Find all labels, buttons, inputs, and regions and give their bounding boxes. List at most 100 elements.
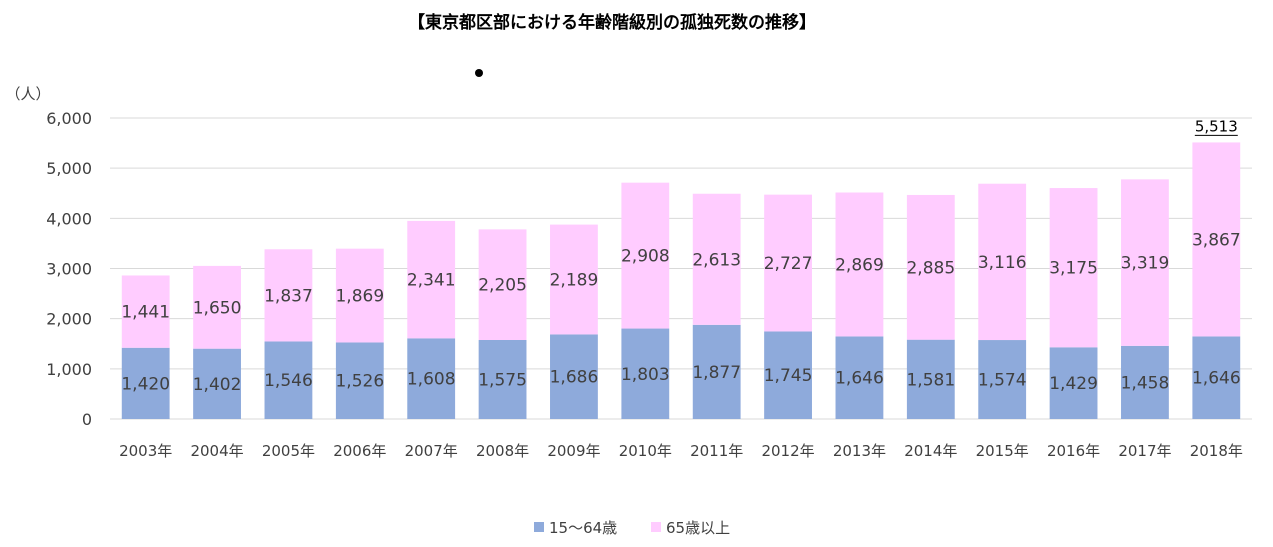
data-label-15-64: 1,546 bbox=[264, 371, 313, 391]
data-label-65-plus: 1,650 bbox=[193, 298, 242, 318]
legend-item-15-64: 15～64歳 bbox=[534, 519, 617, 537]
legend-swatch bbox=[651, 522, 661, 532]
data-label-65-plus: 2,341 bbox=[407, 271, 456, 291]
bar-segment-15-64 bbox=[478, 339, 527, 419]
x-category-label: 2015年 bbox=[976, 442, 1029, 460]
x-category-label: 2004年 bbox=[190, 442, 243, 460]
data-label-65-plus: 2,727 bbox=[764, 254, 813, 274]
bar-segment-15-64 bbox=[906, 339, 955, 419]
y-axis-label: （人） bbox=[5, 85, 50, 103]
bar-segment-65-plus bbox=[1192, 142, 1241, 337]
x-category-label: 2008年 bbox=[476, 442, 529, 460]
legend-item-65-plus: 65歳以上 bbox=[651, 519, 730, 537]
bar-segment-65-plus bbox=[835, 192, 884, 337]
x-category-label: 2010年 bbox=[619, 442, 672, 460]
bar-segment-15-64 bbox=[1192, 336, 1241, 419]
bar-segment-15-64 bbox=[764, 331, 812, 419]
data-label-15-64: 1,581 bbox=[906, 370, 955, 390]
bar-segment-15-64 bbox=[1121, 345, 1169, 419]
bar-segment-15-64 bbox=[1049, 347, 1098, 419]
data-label-65-plus: 2,189 bbox=[550, 271, 599, 291]
bar-segment-65-plus bbox=[335, 248, 384, 343]
bar-segment-65-plus bbox=[1049, 188, 1098, 348]
bullet-dot bbox=[475, 69, 483, 77]
data-label-15-64: 1,420 bbox=[121, 374, 170, 394]
data-label-15-64: 1,575 bbox=[478, 370, 527, 390]
bar-segment-15-64 bbox=[621, 328, 670, 419]
bar-segment-65-plus bbox=[264, 249, 313, 342]
data-label-65-plus: 2,869 bbox=[835, 255, 884, 275]
bar-segment-15-64 bbox=[335, 342, 384, 419]
legend-label: 15～64歳 bbox=[549, 519, 617, 537]
x-category-label: 2007年 bbox=[405, 442, 458, 460]
bar-segment-15-64 bbox=[407, 338, 456, 419]
bar-segment-65-plus bbox=[550, 224, 598, 335]
data-label-15-64: 1,402 bbox=[193, 375, 242, 395]
x-category-label: 2018年 bbox=[1190, 442, 1243, 460]
data-label-65-plus: 2,205 bbox=[478, 276, 527, 296]
y-tick-label: 0 bbox=[82, 410, 92, 429]
y-tick-label: 2,000 bbox=[46, 310, 92, 329]
chart-title: 【東京都区部における年齢階級別の孤独死数の推移】 bbox=[408, 12, 816, 33]
bar-segment-65-plus bbox=[478, 229, 527, 340]
data-label-15-64: 1,803 bbox=[621, 365, 670, 385]
bar-segment-15-64 bbox=[835, 336, 884, 419]
x-category-label: 2005年 bbox=[262, 442, 315, 460]
bar-segment-15-64 bbox=[978, 340, 1027, 419]
x-category-label: 2017年 bbox=[1118, 442, 1171, 460]
data-label-15-64: 1,429 bbox=[1049, 374, 1098, 394]
data-label-65-plus: 3,319 bbox=[1121, 254, 1170, 274]
data-label-15-64: 1,686 bbox=[550, 368, 599, 388]
data-label-15-64: 1,458 bbox=[1121, 373, 1170, 393]
data-label-15-64: 1,608 bbox=[407, 370, 456, 390]
y-tick-label: 5,000 bbox=[46, 159, 92, 178]
x-axis-categories: 2003年 2004年 2005年 2006年 2007年 2008年 2009年 2010年… bbox=[119, 442, 1243, 460]
data-label-15-64: 1,574 bbox=[978, 371, 1027, 391]
bar-segment-15-64 bbox=[121, 347, 170, 419]
legend: 15～64歳 65歳以上 bbox=[534, 519, 730, 537]
bar-segment-65-plus bbox=[692, 193, 741, 325]
data-label-65-plus: 3,867 bbox=[1192, 230, 1241, 250]
x-category-label: 2014年 bbox=[904, 442, 957, 460]
y-tick-label: 3,000 bbox=[46, 260, 92, 279]
data-label-65-plus: 3,116 bbox=[978, 253, 1027, 273]
data-label-15-64: 1,745 bbox=[764, 366, 813, 386]
data-label-65-plus: 2,613 bbox=[692, 250, 741, 270]
data-label-65-plus: 3,175 bbox=[1049, 259, 1098, 279]
data-label-65-plus: 2,885 bbox=[906, 258, 955, 278]
data-label-65-plus: 2,908 bbox=[621, 247, 670, 267]
x-category-label: 2013年 bbox=[833, 442, 886, 460]
total-annotation: 5,513 bbox=[1195, 117, 1238, 135]
bar-segment-65-plus bbox=[621, 182, 670, 329]
bars bbox=[121, 142, 1241, 419]
bar-segment-15-64 bbox=[193, 348, 241, 419]
x-category-label: 2012年 bbox=[761, 442, 814, 460]
bar-segment-65-plus bbox=[193, 265, 241, 349]
data-label-15-64: 1,646 bbox=[1192, 369, 1241, 389]
bar-segment-65-plus bbox=[978, 183, 1027, 341]
data-label-15-64: 1,877 bbox=[692, 363, 741, 383]
y-tick-label: 4,000 bbox=[46, 209, 92, 228]
data-label-65-plus: 1,837 bbox=[264, 286, 313, 306]
data-labels: 1,420 1,441 1,402 1,650 1,546 1,837 1,526 1,869… bbox=[121, 117, 1240, 394]
bar-segment-65-plus bbox=[121, 275, 170, 348]
data-label-15-64: 1,526 bbox=[335, 372, 384, 392]
data-label-65-plus: 1,441 bbox=[121, 303, 170, 323]
bar-segment-65-plus bbox=[407, 220, 456, 339]
y-tick-label: 1,000 bbox=[46, 360, 92, 379]
y-tick-label: 6,000 bbox=[46, 109, 92, 128]
x-category-label: 2016年 bbox=[1047, 442, 1100, 460]
bar-segment-65-plus bbox=[906, 194, 955, 340]
data-label-65-plus: 1,869 bbox=[335, 287, 384, 307]
x-category-label: 2006年 bbox=[333, 442, 386, 460]
bar-segment-65-plus bbox=[764, 194, 812, 332]
legend-label: 65歳以上 bbox=[666, 519, 730, 537]
x-category-label: 2003年 bbox=[119, 442, 172, 460]
data-label-15-64: 1,646 bbox=[835, 369, 884, 389]
legend-swatch bbox=[534, 522, 544, 532]
bar-segment-15-64 bbox=[550, 334, 598, 419]
bar-segment-65-plus bbox=[1121, 179, 1169, 346]
y-axis-ticks: 0 1,000 2,000 3,000 4,000 5,000 6,000 bbox=[46, 109, 92, 429]
bar-segment-15-64 bbox=[692, 324, 741, 419]
